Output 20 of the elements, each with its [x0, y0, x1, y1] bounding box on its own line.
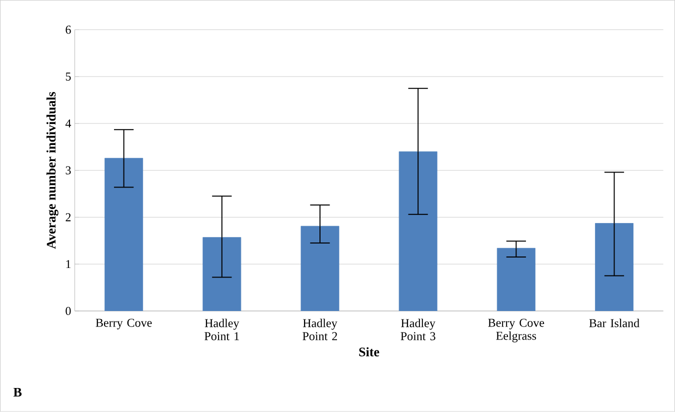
x-axis-title: Site [359, 347, 380, 356]
y-tick-label: 4 [65, 120, 72, 128]
bar [496, 248, 536, 312]
y-tick-label: 2 [66, 213, 71, 222]
x-tick-label: Hadley Point 3 [400, 318, 436, 340]
y-tick-label: 3 [66, 166, 71, 174]
text: B [13, 388, 22, 397]
bar [398, 152, 438, 312]
y-tick-label: 0 [66, 307, 71, 316]
y-tick-label: 5 [66, 72, 71, 81]
x-tick-label: Berry Cove Eelgrass [488, 318, 544, 342]
y-axis-title: Average number individuals [46, 92, 58, 250]
x-tick-label: Hadley Point 1 [204, 318, 240, 340]
y-tick-label: 6 [66, 26, 71, 34]
x-tick-label: Hadley Point 2 [302, 318, 338, 340]
bar [300, 226, 340, 312]
x-tick-label: Bar Island [589, 318, 640, 328]
y-tick-label: 1 [66, 260, 71, 268]
x-tick-label: Berry Cove [96, 318, 152, 330]
bar [104, 158, 144, 312]
